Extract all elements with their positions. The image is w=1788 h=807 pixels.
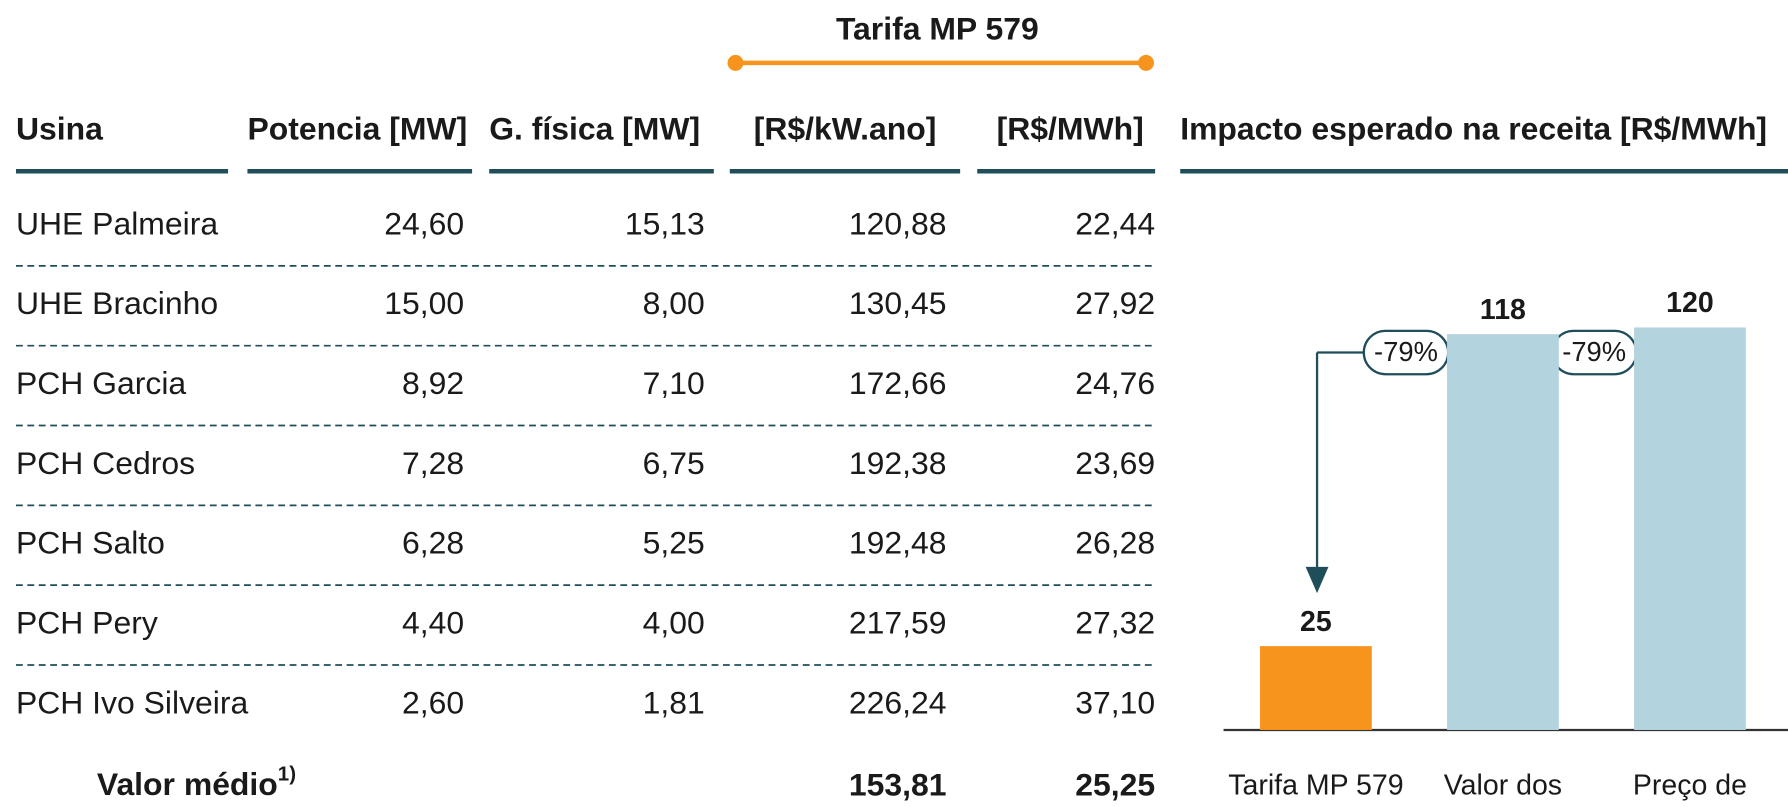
column-header: Potencia [MW] — [247, 111, 467, 147]
cell: 172,66 — [849, 365, 947, 401]
arrow-head — [1305, 566, 1329, 594]
cell: 24,60 — [384, 205, 464, 241]
cell: 27,92 — [1075, 285, 1155, 321]
cell: 23,69 — [1075, 445, 1155, 481]
column-header: Usina — [16, 111, 103, 147]
cell: 120,88 — [849, 205, 947, 241]
cell: 8,92 — [402, 365, 464, 401]
footer-value: 153,81 — [849, 766, 947, 802]
bracket-dot — [727, 54, 744, 71]
column-header: [R$/MWh] — [997, 111, 1144, 147]
cell: 6,75 — [643, 445, 705, 481]
category-label: Valor dos — [1444, 770, 1562, 802]
cell: UHE Palmeira — [16, 205, 218, 241]
footer-value: 25,25 — [1075, 766, 1155, 802]
cell: 7,10 — [643, 365, 705, 401]
column-header: G. física [MW] — [489, 111, 700, 147]
cell: 192,38 — [849, 445, 947, 481]
cell: 4,00 — [643, 605, 705, 641]
cell: 6,28 — [402, 525, 464, 561]
cell: 4,40 — [402, 605, 464, 641]
cell: 2,60 — [402, 684, 464, 720]
annotation: -79% — [1562, 336, 1626, 367]
cell: PCH Ivo Silveira — [16, 684, 249, 720]
value-label: 25 — [1300, 606, 1332, 638]
cell: 27,32 — [1075, 605, 1155, 641]
cell: 24,76 — [1075, 365, 1155, 401]
cell: 26,28 — [1075, 525, 1155, 561]
cell: PCH Salto — [16, 525, 165, 561]
cell: 8,00 — [643, 285, 705, 321]
cell: 130,45 — [849, 285, 947, 321]
cell: 5,25 — [643, 525, 705, 561]
category-label: Preço de — [1633, 770, 1747, 802]
cell: 226,24 — [849, 684, 947, 720]
footer-label-text: Valor médio — [97, 766, 278, 802]
cell: 217,59 — [849, 605, 947, 641]
cell: PCH Cedros — [16, 445, 195, 481]
cell: 37,10 — [1075, 684, 1155, 720]
cell: 7,28 — [402, 445, 464, 481]
cell: PCH Garcia — [16, 365, 186, 401]
value-label: 118 — [1480, 294, 1526, 326]
cell: 1,81 — [643, 684, 705, 720]
bar — [1447, 334, 1559, 730]
column-header: [R$/kW.ano] — [754, 111, 937, 147]
bar — [1260, 646, 1372, 730]
cell: 22,44 — [1075, 205, 1155, 241]
value-label: 120 — [1666, 287, 1714, 319]
bar — [1634, 327, 1746, 730]
cell: UHE Bracinho — [16, 285, 218, 321]
footnote-mark: 1) — [278, 763, 296, 786]
cell: 192,48 — [849, 525, 947, 561]
cell: 15,13 — [625, 205, 705, 241]
cell: PCH Pery — [16, 605, 158, 641]
bracket-dot — [1138, 54, 1154, 71]
cell: 15,00 — [384, 285, 464, 321]
chart-title: Impacto esperado na receita [R$/MWh] — [1180, 111, 1767, 147]
group-header: Tarifa MP 579 — [836, 10, 1039, 46]
annotation: -79% — [1374, 336, 1438, 367]
footer-label: Valor médio1) — [97, 763, 296, 802]
category-label: Tarifa MP 579 — [1228, 770, 1403, 802]
